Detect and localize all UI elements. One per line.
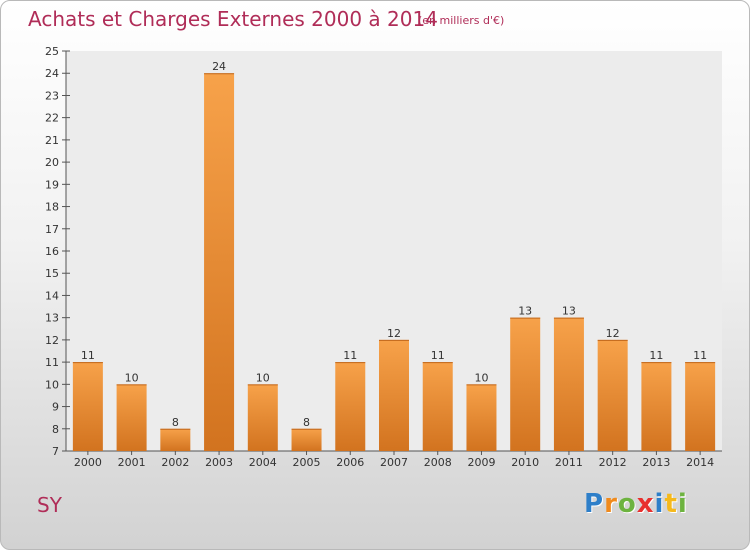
x-tick-label: 2013 [642, 456, 670, 469]
x-tick-label: 2005 [293, 456, 321, 469]
x-tick-label: 2003 [205, 456, 233, 469]
logo-letter: i [654, 489, 665, 519]
bar [379, 339, 409, 451]
bar [204, 73, 235, 451]
bar-value-label: 24 [212, 60, 226, 73]
bar-value-label: 12 [606, 327, 620, 340]
bar-value-label: 12 [387, 327, 401, 340]
bar-value-label: 8 [303, 416, 310, 429]
logo-letter: P [584, 489, 605, 519]
x-tick-label: 2006 [336, 456, 364, 469]
x-tick-label: 2002 [161, 456, 189, 469]
y-tick-label: 9 [52, 401, 59, 414]
y-tick-label: 22 [45, 112, 59, 125]
bar-value-label: 11 [343, 349, 357, 362]
bar [335, 362, 366, 451]
proxiti-logo[interactable]: Proxiti [584, 489, 688, 519]
bar [466, 384, 497, 451]
y-tick-label: 23 [45, 89, 59, 102]
bar [247, 384, 278, 451]
x-tick-label: 2014 [686, 456, 714, 469]
bar [510, 317, 541, 451]
bar [597, 339, 628, 451]
bar [291, 428, 322, 451]
logo-letter: t [664, 489, 678, 519]
bar [160, 428, 191, 451]
logo-letter: i [677, 489, 688, 519]
x-tick-label: 2009 [467, 456, 495, 469]
bar [641, 362, 672, 451]
x-tick-label: 2004 [249, 456, 277, 469]
bar-value-label: 11 [431, 349, 445, 362]
y-tick-label: 8 [52, 423, 59, 436]
logo-letter: x [636, 489, 655, 519]
bar-value-label: 13 [518, 305, 532, 318]
bar-value-label: 11 [693, 349, 707, 362]
y-tick-label: 11 [45, 356, 59, 369]
x-tick-label: 2000 [74, 456, 102, 469]
bar-value-label: 10 [256, 371, 270, 384]
x-tick-label: 2010 [511, 456, 539, 469]
y-tick-label: 12 [45, 334, 59, 347]
x-tick-label: 2007 [380, 456, 408, 469]
bar-value-label: 13 [562, 305, 576, 318]
y-tick-label: 10 [45, 378, 59, 391]
y-tick-label: 14 [45, 289, 59, 302]
logo-letter: r [604, 489, 618, 519]
y-tick-label: 21 [45, 134, 59, 147]
y-tick-label: 18 [45, 201, 59, 214]
bar-value-label: 11 [81, 349, 95, 362]
y-tick-label: 24 [45, 67, 59, 80]
bar-value-label: 8 [172, 416, 179, 429]
y-tick-label: 15 [45, 267, 59, 280]
x-tick-label: 2001 [118, 456, 146, 469]
y-tick-label: 16 [45, 245, 59, 258]
y-tick-label: 20 [45, 156, 59, 169]
y-tick-label: 7 [52, 445, 59, 458]
place-name: SY [37, 493, 62, 517]
y-tick-label: 17 [45, 223, 59, 236]
y-tick-label: 25 [45, 45, 59, 58]
bar [116, 384, 147, 451]
x-tick-label: 2008 [424, 456, 452, 469]
y-tick-label: 19 [45, 178, 59, 191]
bar [422, 362, 453, 451]
logo-letter: o [617, 489, 637, 519]
x-tick-label: 2012 [599, 456, 627, 469]
chart-unit: (en milliers d'€) [418, 14, 505, 27]
bar-value-label: 11 [649, 349, 663, 362]
chart-title: Achats et Charges Externes 2000 à 2014 [28, 7, 438, 31]
bar [553, 317, 584, 451]
bar-value-label: 10 [125, 371, 139, 384]
bar [72, 362, 103, 451]
bar-value-label: 10 [474, 371, 488, 384]
x-tick-label: 2011 [555, 456, 583, 469]
y-tick-label: 13 [45, 312, 59, 325]
bar [685, 362, 716, 451]
